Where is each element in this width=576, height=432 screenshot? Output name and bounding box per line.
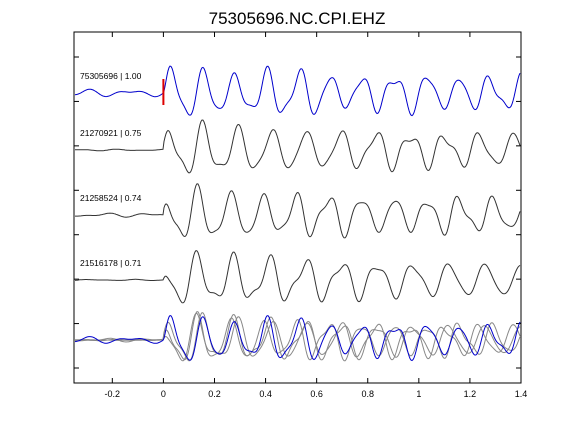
x-tick-label: 0.4 (259, 389, 272, 399)
traces (74, 65, 521, 362)
trace-line (74, 65, 521, 117)
trace-label: 21258524 | 0.74 (80, 193, 142, 203)
x-tick-label: 0.8 (361, 389, 374, 399)
x-tick-label: 0.6 (310, 389, 323, 399)
x-tick-label: -0.2 (105, 389, 121, 399)
plot-frame (73, 31, 522, 384)
trace-labels: 75305696 | 1.00 21270921 | 0.75 21258524 |… (80, 71, 142, 268)
trace-label: 21516178 | 0.71 (80, 258, 142, 268)
x-tick-label: 0 (161, 389, 166, 399)
stack-trace-line (75, 311, 521, 362)
trace-line (75, 183, 521, 239)
x-tick-label: 1 (416, 389, 421, 399)
x-tick-label: 1.4 (515, 389, 528, 399)
stack-primary-line (74, 315, 521, 362)
x-tick-label: 1.2 (464, 389, 477, 399)
trace-line (74, 250, 521, 304)
trace-line (75, 119, 521, 174)
x-tick-label: 0.2 (208, 389, 221, 399)
trace-label: 75305696 | 1.00 (80, 71, 142, 81)
x-axis: -0.2 0 0.2 0.4 0.6 0.8 1 1.2 1.4 (105, 32, 528, 399)
y-axis-ticks (74, 56, 521, 369)
trace-label: 21270921 | 0.75 (80, 128, 142, 138)
chart-title: 75305696.NC.CPI.EHZ (209, 9, 386, 28)
stack-trace-line (75, 312, 521, 362)
